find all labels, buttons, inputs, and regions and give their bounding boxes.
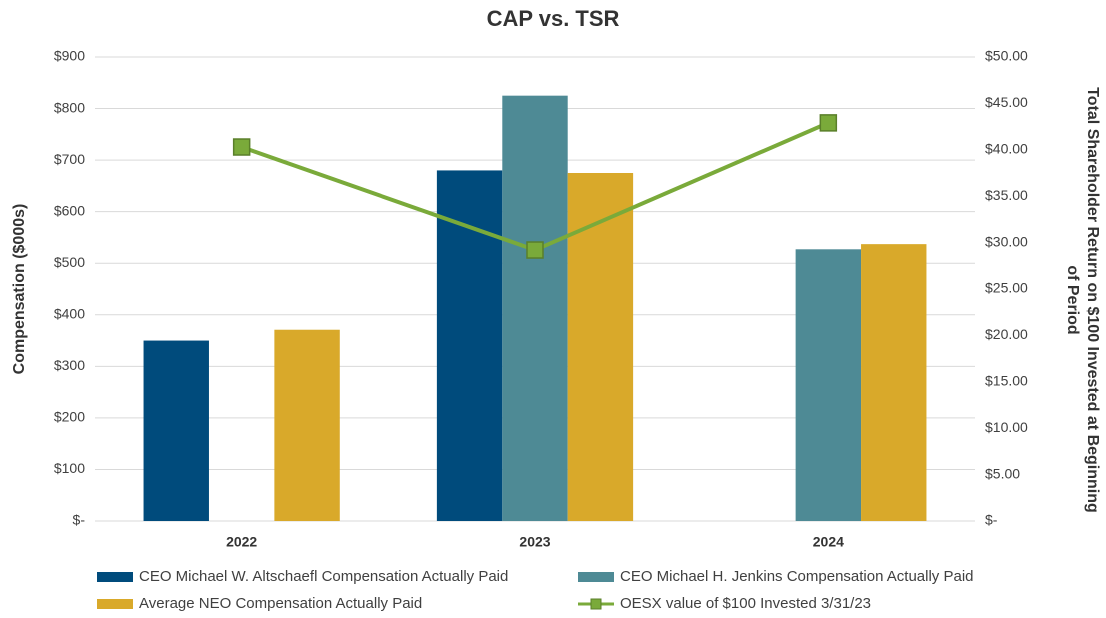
chart-title: CAP vs. TSR (487, 6, 620, 31)
y2-tick-label: $40.00 (985, 141, 1028, 157)
legend-swatch (97, 599, 133, 609)
y-tick-label: $300 (54, 357, 85, 373)
legend-label: Average NEO Compensation Actually Paid (139, 595, 422, 612)
line-marker (819, 114, 838, 132)
legend-swatch (590, 598, 602, 610)
bar (274, 329, 340, 521)
y-tick-label: $700 (54, 151, 85, 167)
y-tick-label: $800 (54, 99, 85, 115)
x-tick-label: 2022 (226, 534, 257, 550)
bar (567, 173, 634, 521)
y2-tick-label: $30.00 (985, 233, 1028, 249)
y2-tick-label: $- (985, 512, 998, 528)
legend-swatch (97, 572, 133, 582)
y2-tick-label: $5.00 (985, 465, 1020, 481)
y2-tick-label: $15.00 (985, 373, 1028, 389)
legend-swatch (578, 572, 614, 582)
line-marker (232, 138, 251, 156)
y-tick-label: $900 (54, 48, 85, 64)
y2-tick-label: $10.00 (985, 419, 1028, 435)
y2-tick-label: $25.00 (985, 280, 1028, 296)
y-axis-title: Compensation ($000s) (11, 204, 28, 375)
line-marker (526, 241, 544, 259)
y2-tick-label: $35.00 (985, 187, 1028, 203)
bar (861, 244, 927, 521)
x-tick-label: 2023 (519, 534, 550, 550)
y2-axis-title: of Period (1064, 265, 1081, 334)
y2-tick-label: $50.00 (985, 48, 1028, 64)
x-tick-label: 2024 (813, 534, 844, 550)
y2-tick-label: $45.00 (985, 94, 1028, 110)
y2-axis-title: Total Shareholder Return on $100 Investe… (1084, 87, 1101, 513)
legend-label: CEO Michael W. Altschaefl Compensation A… (139, 568, 508, 585)
y-tick-label: $400 (54, 305, 85, 321)
legend-label: OESX value of $100 Invested 3/31/23 (620, 595, 871, 612)
bar (436, 170, 503, 521)
y-tick-label: $200 (54, 409, 85, 425)
y-tick-label: $- (73, 512, 86, 528)
y-tick-label: $100 (54, 460, 85, 476)
y-tick-label: $500 (54, 254, 85, 270)
y2-tick-label: $20.00 (985, 326, 1028, 342)
legend-label: CEO Michael H. Jenkins Compensation Actu… (620, 568, 974, 585)
y-tick-label: $600 (54, 202, 85, 218)
bar (795, 249, 862, 521)
bar (143, 340, 209, 521)
bar (502, 95, 568, 522)
